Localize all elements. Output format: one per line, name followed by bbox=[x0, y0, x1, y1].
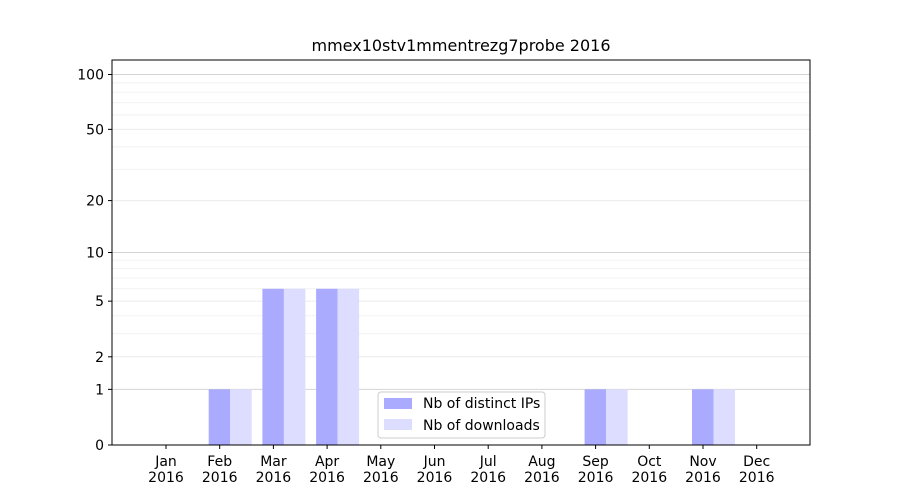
x-tick-label-year: 2016 bbox=[363, 470, 399, 486]
x-tick-label-month: Aug bbox=[528, 454, 555, 470]
bar-downloads bbox=[230, 389, 252, 445]
y-tick-label: 0 bbox=[95, 438, 104, 454]
x-tick-label-month: Jun bbox=[423, 454, 446, 470]
bar-distinct-ips bbox=[584, 389, 607, 445]
x-tick-label-month: Feb bbox=[207, 454, 232, 470]
y-tick-label: 2 bbox=[95, 350, 104, 366]
x-tick-label-month: Oct bbox=[637, 454, 662, 470]
x-tick-label-year: 2016 bbox=[685, 470, 721, 486]
y-tick-label: 20 bbox=[86, 194, 104, 210]
x-tick-label-year: 2016 bbox=[256, 470, 292, 486]
legend-swatch-distinct-ips bbox=[384, 398, 412, 409]
x-tick-label-month: Jul bbox=[479, 454, 497, 470]
grid-layer bbox=[112, 74, 810, 390]
x-tick-label-month: Apr bbox=[315, 454, 339, 470]
legend-swatch-downloads bbox=[384, 419, 412, 430]
y-tick-label: 10 bbox=[86, 246, 104, 262]
x-tick-label-year: 2016 bbox=[631, 470, 667, 486]
bar-downloads bbox=[283, 288, 306, 445]
plot-frame bbox=[111, 59, 811, 446]
y-tick-label: 100 bbox=[77, 68, 104, 84]
x-tick-label-year: 2016 bbox=[739, 470, 775, 486]
x-tick-label-month: Sep bbox=[582, 454, 609, 470]
bars-layer bbox=[208, 288, 735, 445]
chart-title: mmex10stv1mmentrezg7probe 2016 bbox=[311, 36, 610, 55]
bar-downloads bbox=[337, 288, 360, 445]
legend-label-downloads: Nb of downloads bbox=[423, 418, 540, 434]
legend-box bbox=[377, 391, 546, 439]
x-tick-label-year: 2016 bbox=[470, 470, 506, 486]
x-tick-label-year: 2016 bbox=[417, 470, 453, 486]
x-tick-label-year: 2016 bbox=[309, 470, 345, 486]
x-tick-label-year: 2016 bbox=[524, 470, 560, 486]
bar-distinct-ips bbox=[692, 389, 714, 445]
x-tick-label-month: Jan bbox=[154, 454, 177, 470]
x-tick-label-month: Dec bbox=[743, 454, 770, 470]
y-axis: 0 1 2 5 10 20 50 100 bbox=[77, 68, 112, 454]
bar-distinct-ips bbox=[262, 288, 284, 445]
x-tick-label-month: Nov bbox=[689, 454, 716, 470]
bar-distinct-ips bbox=[316, 288, 338, 445]
y-tick-label: 5 bbox=[95, 294, 104, 310]
y-tick-label: 1 bbox=[95, 382, 104, 398]
x-tick-label-month: May bbox=[366, 454, 395, 470]
bar-distinct-ips bbox=[208, 389, 231, 445]
legend: Nb of distinct IPs Nb of downloads bbox=[377, 391, 546, 439]
legend-label-distinct-ips: Nb of distinct IPs bbox=[423, 396, 540, 412]
y-tick-label: 50 bbox=[86, 122, 104, 138]
x-tick-label-year: 2016 bbox=[202, 470, 238, 486]
x-axis: Jan2016Feb2016Mar2016Apr2016May2016Jun20… bbox=[148, 445, 775, 486]
bar-downloads bbox=[713, 389, 735, 445]
x-tick-label-year: 2016 bbox=[148, 470, 184, 486]
x-tick-label-month: Mar bbox=[260, 454, 287, 470]
bar-downloads bbox=[606, 389, 628, 445]
x-tick-label-year: 2016 bbox=[578, 470, 614, 486]
